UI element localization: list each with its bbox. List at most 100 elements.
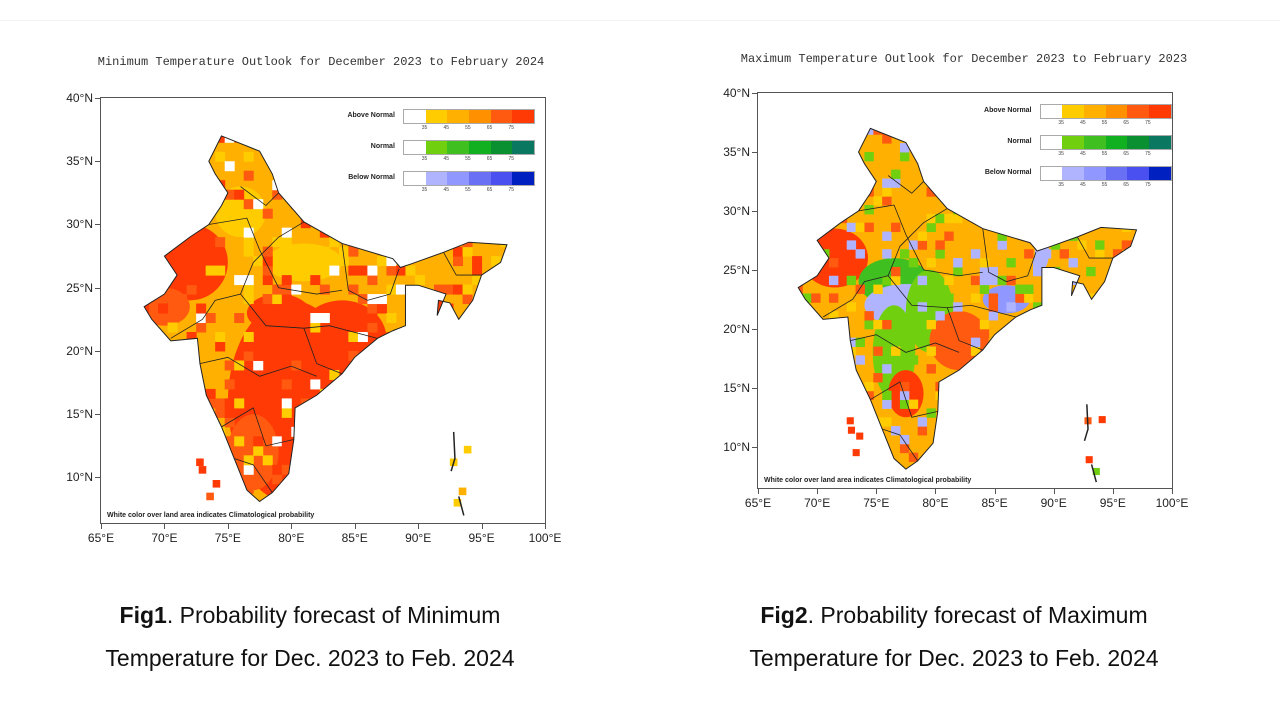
grid-cell <box>988 302 999 312</box>
legend-swatch <box>1062 105 1084 118</box>
grid-cell <box>158 161 169 172</box>
grid-cell <box>338 493 349 502</box>
grid-cell <box>1033 346 1043 356</box>
lat-tick-mark <box>752 210 758 212</box>
grid-cell <box>864 390 874 401</box>
lon-tick-label: 90°E <box>1040 496 1067 510</box>
grid-cell <box>291 426 302 437</box>
grid-cell <box>882 196 892 206</box>
grid-cell <box>291 483 302 494</box>
grid-cell <box>811 293 821 303</box>
grid-cell <box>926 169 936 179</box>
grid-cell <box>462 464 473 475</box>
legend-colorbar <box>1039 166 1172 181</box>
grid-cell <box>926 346 936 356</box>
grid-cell <box>811 417 821 427</box>
grid-cell <box>510 256 520 266</box>
grid-cell <box>262 341 273 352</box>
grid-cell <box>802 355 812 365</box>
grid-cell <box>979 408 990 418</box>
legend-swatch <box>425 110 448 123</box>
grid-cell <box>187 123 197 133</box>
grid-cell <box>358 123 368 133</box>
grid-cell <box>1121 205 1132 215</box>
grid-cell <box>918 117 927 126</box>
grid-cell <box>481 322 492 333</box>
grid-cell <box>281 445 292 456</box>
grid-cell <box>291 199 302 210</box>
grid-cell <box>144 303 150 314</box>
grid-cell <box>979 434 990 445</box>
grid-cell <box>962 205 972 215</box>
island-cell <box>206 492 214 501</box>
grid-cell <box>1059 275 1069 286</box>
grid-cell <box>953 408 963 418</box>
grid-cell <box>891 266 901 277</box>
grid-cell <box>414 445 425 456</box>
grid-cell <box>158 360 169 371</box>
grid-cell <box>899 143 910 153</box>
lon-tick-mark <box>545 523 546 529</box>
grid-cell <box>395 493 406 502</box>
island-cell <box>846 417 854 425</box>
grid-cell <box>148 350 159 361</box>
grid-cell <box>386 246 397 257</box>
grid-cell <box>272 294 283 305</box>
grid-cell <box>828 275 839 286</box>
grid-cell <box>367 275 378 286</box>
lat-tick-label: 25°N <box>66 280 93 295</box>
grid-cell <box>386 379 397 390</box>
island-cell <box>458 487 467 496</box>
grid-cell <box>491 417 502 428</box>
lon-tick-mark <box>291 523 293 529</box>
grid-cell <box>443 237 454 248</box>
grid-cell <box>253 256 264 267</box>
grid-cell <box>262 455 273 466</box>
grid-cell <box>472 256 483 267</box>
grid-cell <box>253 350 264 361</box>
grid-cell <box>846 337 857 348</box>
country-boundary <box>143 135 508 503</box>
grid-cell <box>144 161 150 172</box>
grid-cell <box>158 123 168 133</box>
grid-cell <box>462 294 473 305</box>
grid-cell <box>405 341 416 352</box>
grid-cell <box>873 196 883 206</box>
grid-cell <box>215 265 226 276</box>
legend-swatch <box>1083 105 1106 118</box>
grid-cell <box>882 187 892 197</box>
legend-tick: 75 <box>508 187 515 193</box>
grid-cell <box>338 208 349 219</box>
grid-cell <box>864 151 874 162</box>
grid-cell <box>405 227 416 238</box>
grid-cell <box>828 328 839 339</box>
grid-cell <box>837 151 848 162</box>
divider <box>0 20 1280 21</box>
grid-cell <box>855 249 865 259</box>
grid-cell <box>234 398 245 409</box>
grid-cell <box>148 369 159 380</box>
grid-cell <box>798 284 803 294</box>
legend-tick: 45 <box>443 187 450 193</box>
legend-tick: 65 <box>1123 182 1129 188</box>
legend-tick: 55 <box>1101 120 1108 126</box>
grid-cell <box>462 246 473 257</box>
grid-cell <box>367 407 378 418</box>
grid-cell <box>196 313 207 324</box>
grid-cell <box>376 180 387 191</box>
grid-cell <box>205 388 216 399</box>
grid-cell <box>215 151 226 162</box>
grid-cell <box>262 388 273 399</box>
grid-cell <box>443 284 454 295</box>
state-boundary <box>1077 236 1113 259</box>
grid-cell <box>196 398 207 409</box>
grid-cell <box>329 151 340 162</box>
grid-cell <box>481 218 492 229</box>
fig2-caption-label: Fig2 <box>760 602 808 628</box>
grid-cell <box>926 364 936 374</box>
grid-cell <box>148 426 159 437</box>
grid-cell <box>899 249 910 259</box>
grid-cell <box>1041 249 1052 259</box>
legend-swatch <box>1105 136 1128 149</box>
grid-cell <box>882 275 892 286</box>
